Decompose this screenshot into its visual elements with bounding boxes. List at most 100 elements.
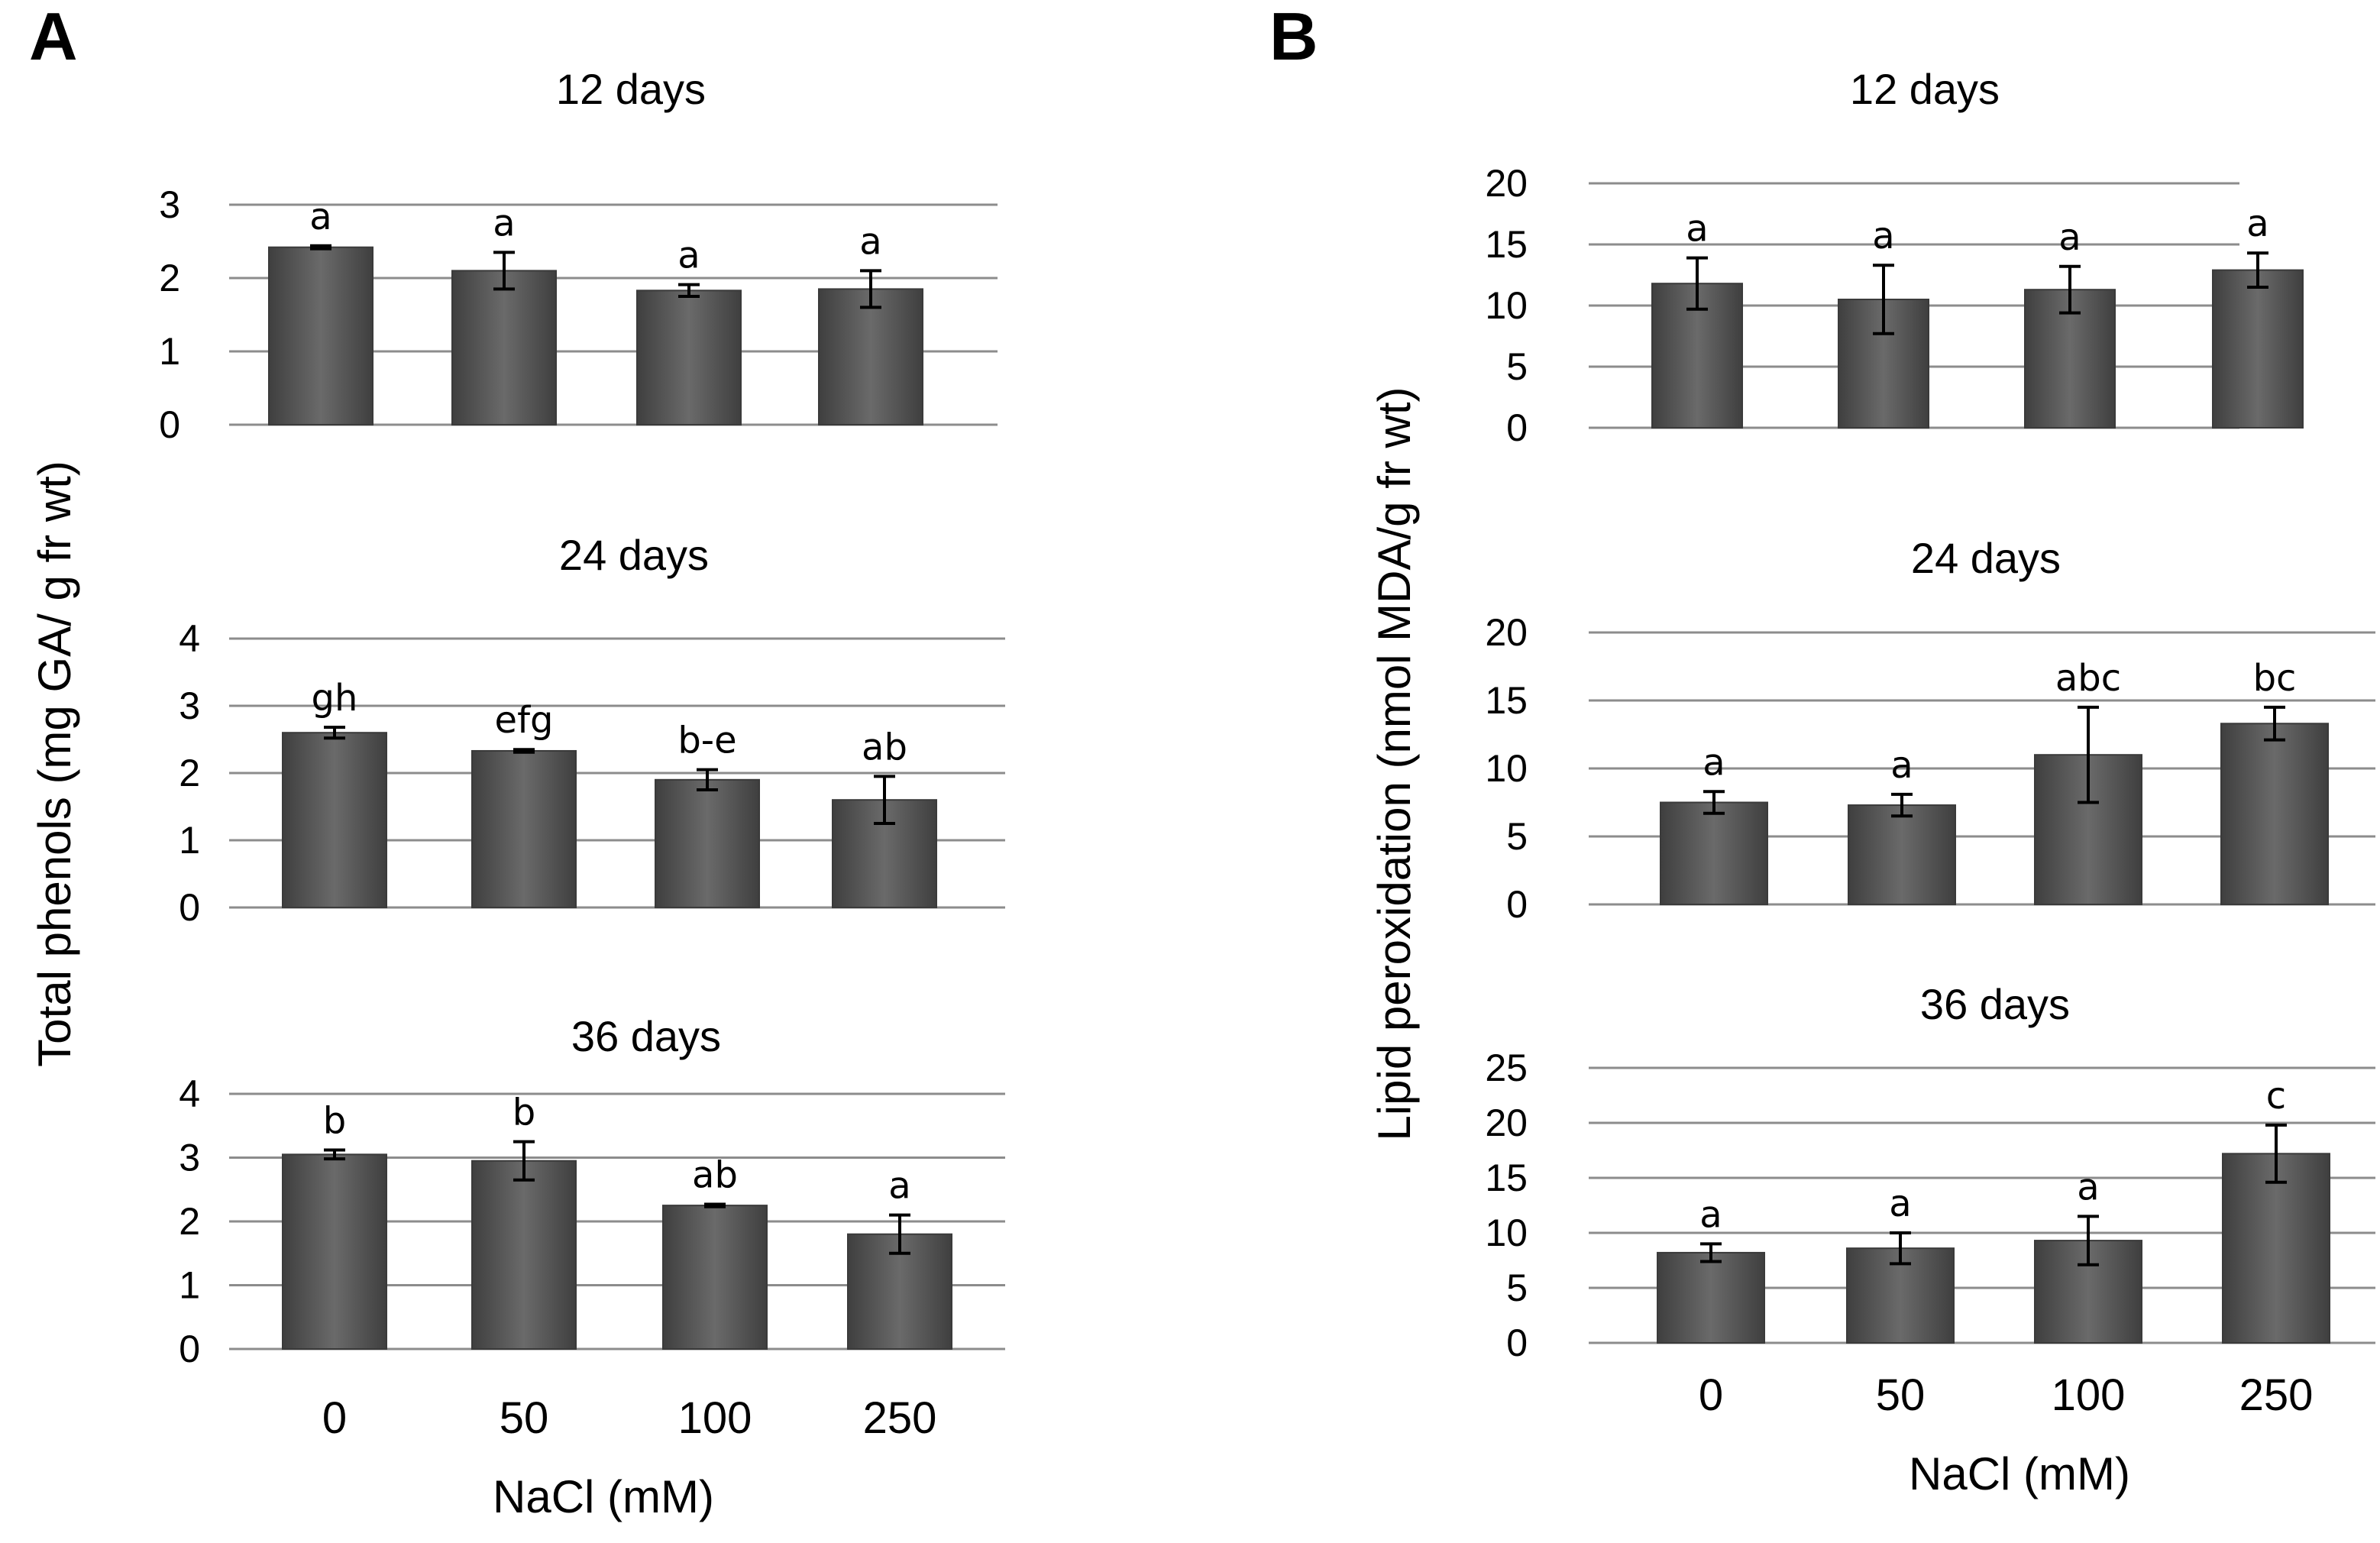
error-bar [874,775,895,825]
y-tick-label: 0 [1506,1321,1528,1364]
error-bar [704,1202,726,1208]
bar [636,290,742,425]
bar [2222,1153,2330,1344]
y-tick-label: 4 [179,617,200,660]
chart-title: 12 days [556,65,706,113]
significance-letter: bc [2253,657,2297,700]
x-tick-label: 100 [678,1393,752,1443]
x-tick-label: 100 [2052,1370,2126,1420]
error-bar [324,1148,345,1161]
y-tick-label: 0 [1506,883,1528,926]
y-tick-label: 1 [179,1264,200,1307]
chart-a-12-days: 12 days 0 1 2 3 a a a a [159,65,998,446]
y-tick-label: 2 [179,752,200,794]
significance-letter: a [309,196,331,238]
y-tick-label: 10 [1485,747,1528,790]
y-tick-label: 1 [179,819,200,862]
error-bar [493,251,515,291]
error-bar [2247,251,2268,289]
chart-title: 12 days [1850,65,2000,113]
y-tick-label: 20 [1485,162,1528,205]
y-tick-label: 25 [1485,1046,1528,1089]
error-bar [1700,1242,1722,1263]
significance-letter: ab [862,726,907,768]
x-tick-label: 0 [1699,1370,1723,1420]
y-tick-label: 20 [1485,611,1528,654]
bar [451,270,557,425]
bar [655,778,760,908]
chart-b-12-days: 12 days 0 5 10 15 20 a a a a [1485,65,2304,449]
y-tick-label: 10 [1485,1211,1528,1254]
chart-title: 36 days [1920,980,2070,1028]
significance-letter: a [859,220,881,263]
x-tick-label: 250 [2239,1370,2314,1420]
significance-letter: gh [312,677,358,720]
error-bar [697,768,718,791]
significance-letter: a [2058,216,2081,259]
error-bar [1890,1231,1911,1266]
significance-letter: b-e [677,720,736,762]
bar [471,749,577,909]
y-tick-label: 5 [1506,815,1528,858]
bar [282,1153,387,1350]
significance-letter: b [323,1099,346,1142]
y-tick-label: 2 [159,257,180,299]
chart-title: 36 days [571,1012,721,1060]
significance-letter: a [2246,202,2268,245]
error-bar [1686,256,1708,311]
bar [268,246,373,425]
error-bar [324,726,345,740]
y-tick-label: 5 [1506,1266,1528,1309]
significance-letter: ab [692,1153,738,1196]
y-tick-label: 15 [1485,223,1528,266]
bar [2212,269,2304,429]
error-bar [2078,1215,2099,1266]
y-axis-title-a: Total phenols (mg GA/ g fr wt) [29,461,80,1067]
error-bar [889,1213,910,1255]
x-axis-title-a: NaCl (mM) [493,1471,714,1522]
y-tick-label: 0 [159,403,180,446]
y-tick-label: 20 [1485,1101,1528,1144]
error-bar [860,269,881,309]
y-tick-label: 3 [179,1137,200,1179]
significance-letter: a [1703,741,1725,784]
significance-letter: a [2077,1166,2099,1208]
chart-a-36-days: 36 days 0 1 2 3 4 b b ab a [179,1012,1005,1370]
bar [818,288,923,425]
y-axis-title-b: Lipid peroxidation (nmol MDA/g fr wt) [1369,387,1420,1140]
y-tick-label: 10 [1485,284,1528,327]
x-tick-label: 50 [1876,1370,1926,1420]
significance-letter: a [1889,1182,1911,1225]
significance-letter: c [2266,1075,2286,1118]
chart-title: 24 days [559,531,709,579]
x-tick-labels-b: 0 50 100 250 [1699,1370,2314,1420]
chart-title: 24 days [1911,534,2061,582]
bar [1660,801,1768,905]
error-bar [678,283,700,298]
error-bar [310,244,331,251]
significance-letter: abc [2055,657,2121,700]
bar [1848,804,1956,906]
y-tick-label: 15 [1485,679,1528,722]
panel-label-a: A [29,0,78,74]
y-tick-label: 0 [1506,406,1528,449]
error-bar [513,748,535,754]
x-axis-title-b: NaCl (mM) [1909,1448,2130,1499]
error-bar [2264,705,2285,742]
significance-letter: a [493,202,515,244]
chart-b-24-days: 24 days 0 5 10 15 20 a a abc bc [1485,534,2375,926]
error-bar [1703,790,1725,815]
error-bar [2078,705,2099,804]
y-tick-label: 3 [159,183,180,226]
x-tick-label: 0 [322,1393,347,1443]
chart-a-24-days: 24 days 0 1 2 3 4 gh efg b-e ab [179,531,1005,929]
significance-letter: a [677,235,700,277]
significance-letter: a [1890,744,1913,787]
bar [471,1160,577,1351]
error-bar [1891,792,1913,818]
y-tick-label: 1 [159,330,180,373]
significance-letter: a [1872,215,1894,257]
significance-letter: a [1699,1193,1722,1236]
y-tick-label: 15 [1485,1156,1528,1199]
